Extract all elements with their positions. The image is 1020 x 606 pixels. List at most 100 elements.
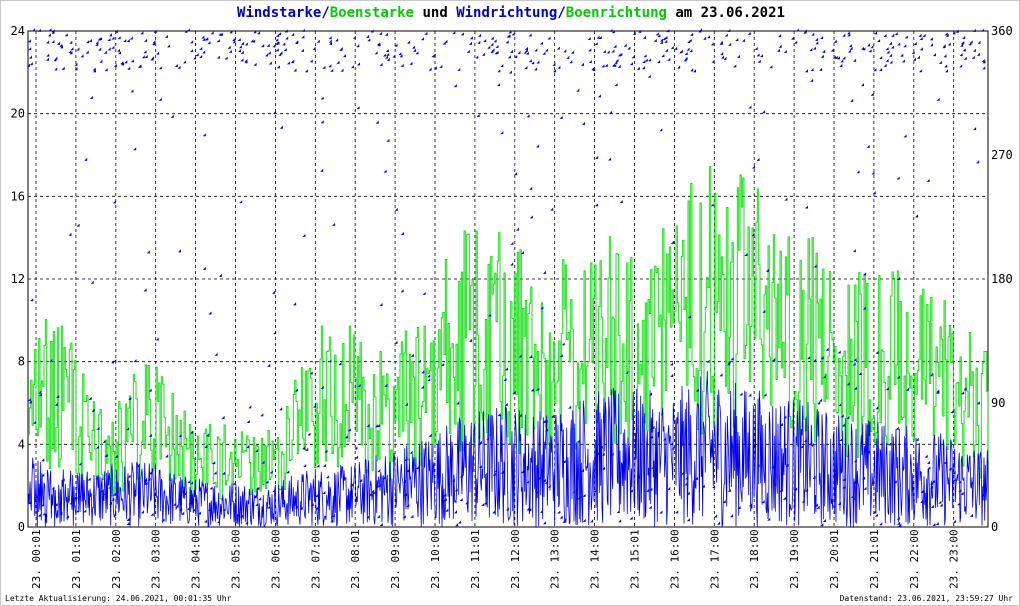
windrichtung-point xyxy=(785,463,789,467)
windrichtung-point xyxy=(664,39,668,43)
windrichtung-point xyxy=(347,428,351,432)
windrichtung-point xyxy=(255,502,259,506)
windrichtung-point xyxy=(37,28,41,32)
windrichtung-point xyxy=(212,461,216,465)
x-tick-label: 23. 20:01 xyxy=(828,529,841,589)
windrichtung-point xyxy=(253,30,257,34)
windrichtung-point xyxy=(505,40,509,44)
footer-data-state: Datenstand: 23.06.2021, 23:59:27 Uhr xyxy=(839,594,1013,603)
windrichtung-point xyxy=(893,480,897,484)
windrichtung-point xyxy=(133,147,137,151)
windrichtung-point xyxy=(510,262,514,266)
windrichtung-point xyxy=(617,64,621,68)
windrichtung-point xyxy=(95,42,99,46)
windrichtung-point xyxy=(338,362,342,366)
windrichtung-point xyxy=(971,55,975,59)
windrichtung-point xyxy=(239,200,243,204)
windrichtung-point xyxy=(61,478,65,482)
windrichtung-point xyxy=(938,60,942,64)
windrichtung-point xyxy=(190,49,194,53)
windrichtung-point xyxy=(153,29,157,33)
windrichtung-point xyxy=(922,33,926,37)
windrichtung-point xyxy=(481,52,485,56)
windrichtung-point xyxy=(161,518,165,522)
windrichtung-point xyxy=(588,60,592,64)
windrichtung-point xyxy=(302,446,306,450)
windrichtung-point xyxy=(503,377,507,381)
windrichtung-point xyxy=(644,58,648,62)
windrichtung-point xyxy=(830,48,834,52)
windrichtung-point xyxy=(591,66,595,70)
windrichtung-point xyxy=(813,264,817,268)
windrichtung-point xyxy=(805,69,809,73)
windrichtung-point xyxy=(342,54,346,58)
windrichtung-point xyxy=(34,495,38,499)
windrichtung-point xyxy=(657,60,661,64)
windrichtung-point xyxy=(325,475,329,479)
windrichtung-point xyxy=(173,502,177,506)
windrichtung-point xyxy=(913,57,917,61)
windrichtung-point xyxy=(659,128,663,132)
windrichtung-point xyxy=(183,492,187,496)
windrichtung-point xyxy=(246,420,250,424)
windrichtung-point xyxy=(357,383,361,387)
windrichtung-point xyxy=(285,36,289,40)
windrichtung-point xyxy=(229,30,233,34)
windrichtung-point xyxy=(178,434,182,438)
windrichtung-point xyxy=(344,435,348,439)
windrichtung-point xyxy=(103,50,107,54)
windrichtung-point xyxy=(42,512,46,516)
windrichtung-point xyxy=(383,53,387,57)
windrichtung-point xyxy=(961,391,965,395)
y-tick-label-right: 360 xyxy=(991,24,1013,38)
y-tick-label-left: 24 xyxy=(11,24,25,38)
windrichtung-point xyxy=(842,56,846,60)
windrichtung-point xyxy=(56,395,60,399)
windrichtung-point xyxy=(507,55,511,59)
y-tick-label-left: 20 xyxy=(11,107,25,121)
windrichtung-point xyxy=(144,481,148,485)
windrichtung-point xyxy=(897,521,901,525)
windrichtung-point xyxy=(61,66,65,70)
windrichtung-point xyxy=(107,47,111,51)
windrichtung-point xyxy=(840,414,844,418)
windrichtung-point xyxy=(354,446,358,450)
windrichtung-point xyxy=(542,419,546,423)
windrichtung-point xyxy=(812,46,816,50)
windrichtung-point xyxy=(529,355,533,359)
windrichtung-point xyxy=(29,55,33,59)
windrichtung-point xyxy=(581,62,585,66)
windrichtung-point xyxy=(550,207,554,211)
windrichtung-point xyxy=(266,43,270,47)
windrichtung-point xyxy=(186,28,190,32)
windrichtung-point xyxy=(862,306,866,310)
windrichtung-point xyxy=(126,427,130,431)
windrichtung-point xyxy=(126,39,130,43)
windrichtung-point xyxy=(822,49,826,53)
windrichtung-point xyxy=(677,65,681,69)
windrichtung-point xyxy=(41,473,45,477)
windrichtung-point xyxy=(410,514,414,518)
windrichtung-point xyxy=(373,490,377,494)
windrichtung-point xyxy=(204,444,208,448)
windrichtung-point xyxy=(812,475,816,479)
x-tick-label: 23. 01:01 xyxy=(70,529,83,589)
windrichtung-point xyxy=(377,483,381,487)
windrichtung-point xyxy=(91,408,95,412)
windrichtung-point xyxy=(495,44,499,48)
windrichtung-point xyxy=(581,468,585,472)
windrichtung-point xyxy=(97,37,101,41)
windrichtung-point xyxy=(542,270,546,274)
windrichtung-point xyxy=(617,53,621,57)
windrichtung-point xyxy=(218,32,222,36)
title-sep-1: / xyxy=(321,5,330,21)
title-windrichtung: Windrichtung xyxy=(456,5,558,21)
windrichtung-point xyxy=(512,390,516,394)
windrichtung-point xyxy=(710,203,714,207)
windrichtung-point xyxy=(557,65,561,69)
windrichtung-point xyxy=(528,33,532,37)
windrichtung-point xyxy=(959,53,963,57)
windrichtung-point xyxy=(150,57,154,61)
windrichtung-point xyxy=(504,367,508,371)
windrichtung-point xyxy=(210,31,214,35)
